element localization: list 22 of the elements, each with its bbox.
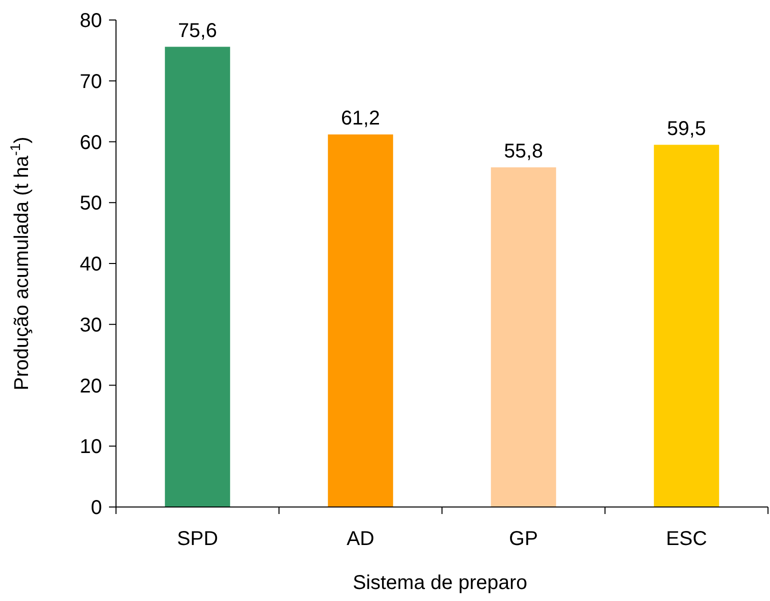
bar — [328, 134, 394, 507]
y-tick-label: 70 — [80, 70, 102, 93]
bar — [164, 46, 230, 507]
x-tick-label: GP — [509, 528, 538, 550]
y-tick-label: 10 — [80, 436, 102, 458]
x-tick-label: AD — [346, 528, 374, 550]
x-tick-label: SPD — [176, 528, 218, 550]
y-tick-label: 20 — [80, 375, 102, 398]
y-tick-label: 30 — [80, 314, 102, 336]
data-label: 55,8 — [504, 140, 543, 162]
data-label: 75,6 — [178, 20, 217, 42]
data-label: 59,5 — [667, 118, 706, 140]
y-tick-label: 0 — [90, 497, 102, 519]
y-tick-label: 80 — [80, 10, 102, 32]
x-tick-label: ESC — [666, 528, 708, 550]
y-tick-label: 50 — [80, 192, 102, 215]
y-tick-label: 40 — [80, 254, 102, 276]
data-label: 61,2 — [341, 107, 380, 130]
bar — [490, 167, 556, 507]
x-axis-title: Sistema de preparo — [352, 572, 528, 594]
bar — [654, 144, 720, 507]
y-tick-label: 60 — [80, 132, 102, 154]
